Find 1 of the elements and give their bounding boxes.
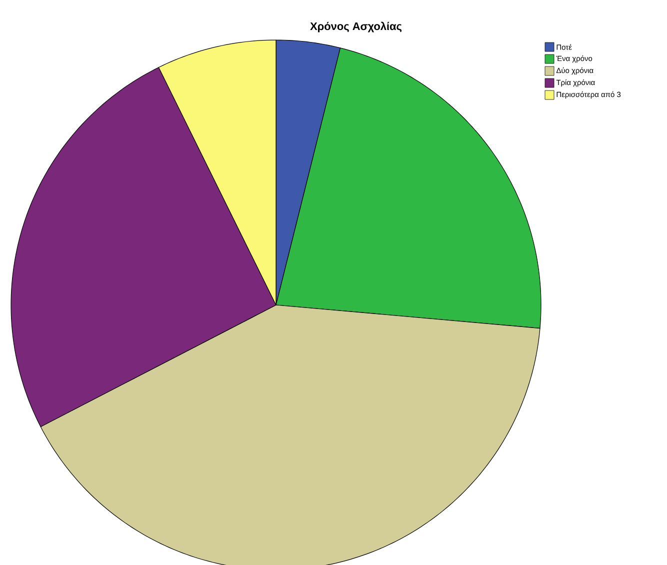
chart-title: Χρόνος Ασχολίας	[310, 22, 402, 32]
